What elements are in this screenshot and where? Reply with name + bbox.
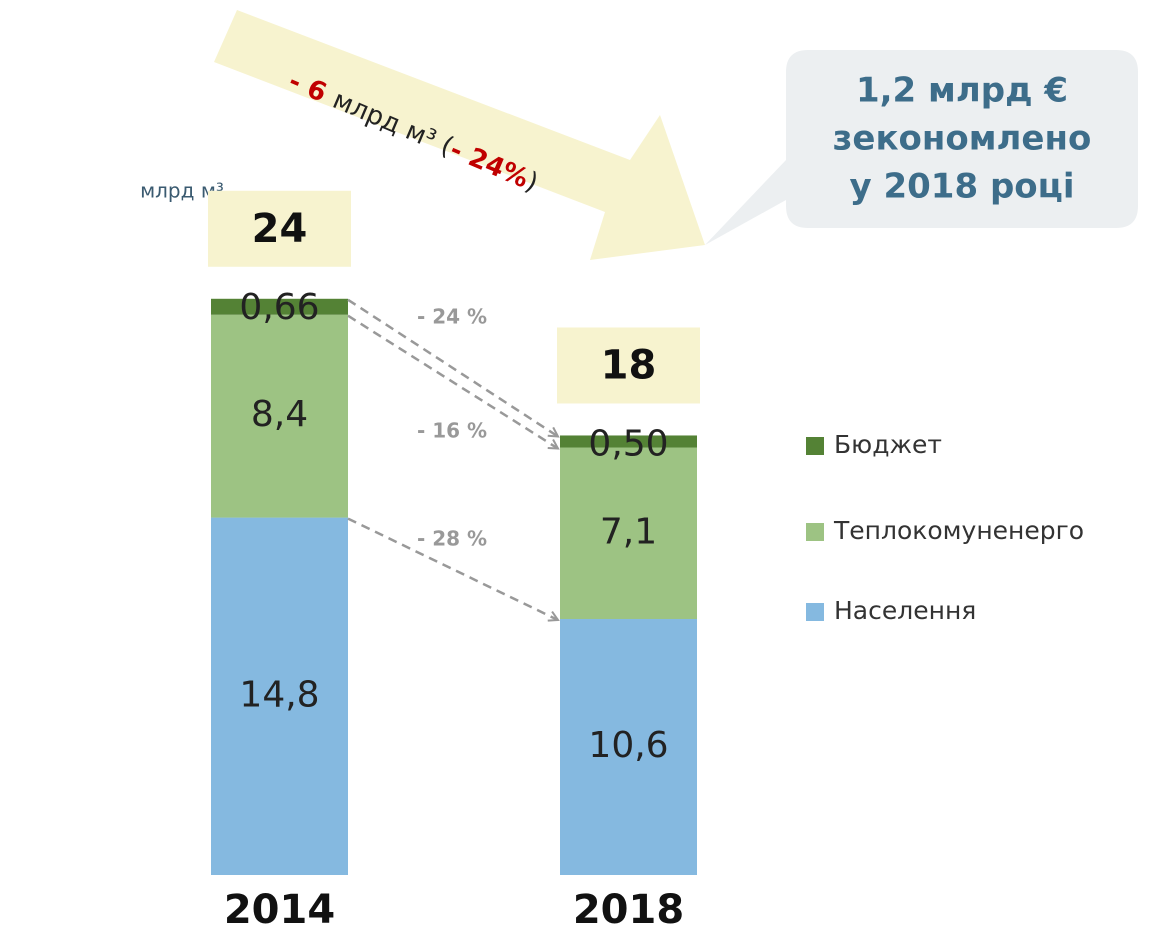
x-tick-label: 2014: [224, 887, 335, 933]
legend-label: Бюджет: [834, 430, 942, 459]
big-arrow: [214, 10, 705, 260]
total-box: [208, 190, 351, 267]
legend-label: Населення: [834, 596, 976, 625]
value-label: 0,66: [239, 287, 319, 328]
callout-line: у 2018 році: [849, 167, 1074, 207]
bar-segment: [560, 619, 697, 875]
total-label: 18: [601, 342, 657, 388]
legend-swatch: [806, 603, 824, 621]
value-label: 0,50: [588, 423, 668, 464]
change-label: - 28 %: [417, 527, 487, 551]
value-label: 8,4: [251, 394, 308, 435]
change-arrow: [347, 517, 558, 620]
total-label: 24: [252, 206, 308, 252]
change-label: - 24 %: [417, 305, 487, 329]
callout-box: [705, 50, 1138, 245]
bar-segment: [211, 314, 348, 518]
x-tick-label: 2018: [573, 887, 684, 933]
legend-swatch: [806, 523, 824, 541]
change-arrow: [347, 298, 558, 437]
bar-segment: [211, 517, 348, 875]
legend-label: Теплокомуненерго: [833, 516, 1084, 545]
value-label: 7,1: [600, 511, 657, 552]
change-arrow: [347, 314, 558, 449]
callout-line: зекономлено: [833, 119, 1092, 159]
value-label: 10,6: [588, 725, 668, 766]
total-box: [557, 327, 700, 404]
callout-line: 1,2 млрд €: [856, 71, 1068, 111]
bar-segment: [211, 298, 348, 315]
change-label: - 16 %: [417, 419, 487, 443]
bar-segment: [560, 447, 697, 620]
value-label: 14,8: [239, 674, 319, 715]
bar-segment: [560, 435, 697, 448]
legend-swatch: [806, 437, 824, 455]
